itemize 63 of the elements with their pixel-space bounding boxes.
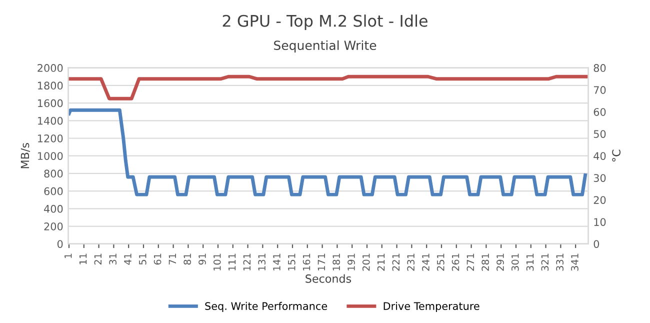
y-tick-label: 1000	[38, 152, 63, 160]
x-tick-label: 1	[64, 254, 72, 258]
x-tick-label: 221	[392, 254, 400, 271]
y-tick-label: 2000	[38, 64, 63, 72]
x-tick-label: 31	[109, 254, 117, 265]
x-tick-label: 51	[139, 254, 146, 265]
x-tick-label: 61	[154, 254, 162, 265]
y2-axis-title: °C	[612, 150, 621, 162]
line-series	[68, 108, 588, 196]
x-tick-label: 121	[243, 254, 250, 270]
y-tick-label: 400	[44, 204, 63, 213]
x-tick-label: 251	[436, 254, 444, 271]
x-tick-label: 271	[466, 254, 474, 271]
legend-label: Seq. Write Performance	[205, 302, 328, 312]
y2-tick-label: 30	[594, 174, 606, 182]
chart-title: 2 GPU - Top M.2 Slot - Idle	[222, 14, 428, 30]
y-tick-label: 1600	[38, 99, 63, 108]
x-tick-label: 261	[452, 254, 460, 271]
x-tick-label: 211	[377, 254, 385, 271]
y-tick-label: 1800	[38, 82, 63, 90]
x-tick-label: 71	[168, 254, 176, 264]
x-tick-label: 41	[124, 254, 132, 265]
x-tick-label: 161	[302, 254, 310, 270]
x-tick-label: 241	[422, 254, 430, 271]
x-tick-label: 201	[362, 254, 370, 271]
x-tick-label: 11	[79, 254, 87, 264]
y-axis-title: MB/s	[20, 143, 30, 168]
x-tick-label: 171	[318, 254, 325, 270]
chart-subtitle: Sequential Write	[274, 40, 376, 52]
x-tick-label: 191	[348, 254, 355, 270]
y2-tick-label: 20	[594, 196, 606, 204]
x-tick-label: 281	[482, 254, 490, 271]
x-tick-label: 341	[571, 254, 578, 271]
x-tick-label: 21	[94, 254, 102, 265]
y-tick-label: 200	[44, 222, 63, 230]
x-tick-label: 231	[407, 254, 415, 271]
y2-tick-label: 70	[594, 86, 606, 94]
x-tick-label: 81	[184, 254, 192, 265]
y2-tick-label: 40	[594, 152, 606, 160]
y-tick-label: 600	[44, 187, 63, 196]
x-tick-label: 181	[332, 254, 340, 270]
x-tick-label: 131	[258, 254, 266, 270]
y2-tick-label: 60	[594, 108, 606, 116]
y-tick-label: 0	[57, 240, 63, 248]
x-tick-label: 101	[213, 254, 221, 270]
y-tick-label: 1200	[38, 134, 63, 142]
y2-tick-label: 0	[594, 240, 600, 248]
y-tick-label: 800	[44, 170, 63, 178]
x-tick-label: 321	[541, 254, 549, 271]
x-tick-label: 141	[273, 254, 280, 270]
y-tick-label: 1400	[38, 116, 63, 125]
x-axis-title: Seconds	[306, 274, 352, 283]
x-tick-label: 331	[556, 254, 564, 271]
legend-label: Drive Temperature	[384, 302, 480, 312]
x-tick-label: 291	[496, 254, 504, 271]
x-tick-label: 301	[511, 254, 519, 271]
x-tick-label: 151	[288, 254, 296, 270]
x-tick-label: 91	[198, 254, 206, 265]
y2-tick-label: 10	[594, 218, 606, 226]
y2-tick-label: 80	[594, 64, 606, 72]
x-tick-label: 111	[228, 254, 236, 270]
x-tick-label: 311	[526, 254, 534, 271]
y2-tick-label: 50	[594, 130, 606, 138]
